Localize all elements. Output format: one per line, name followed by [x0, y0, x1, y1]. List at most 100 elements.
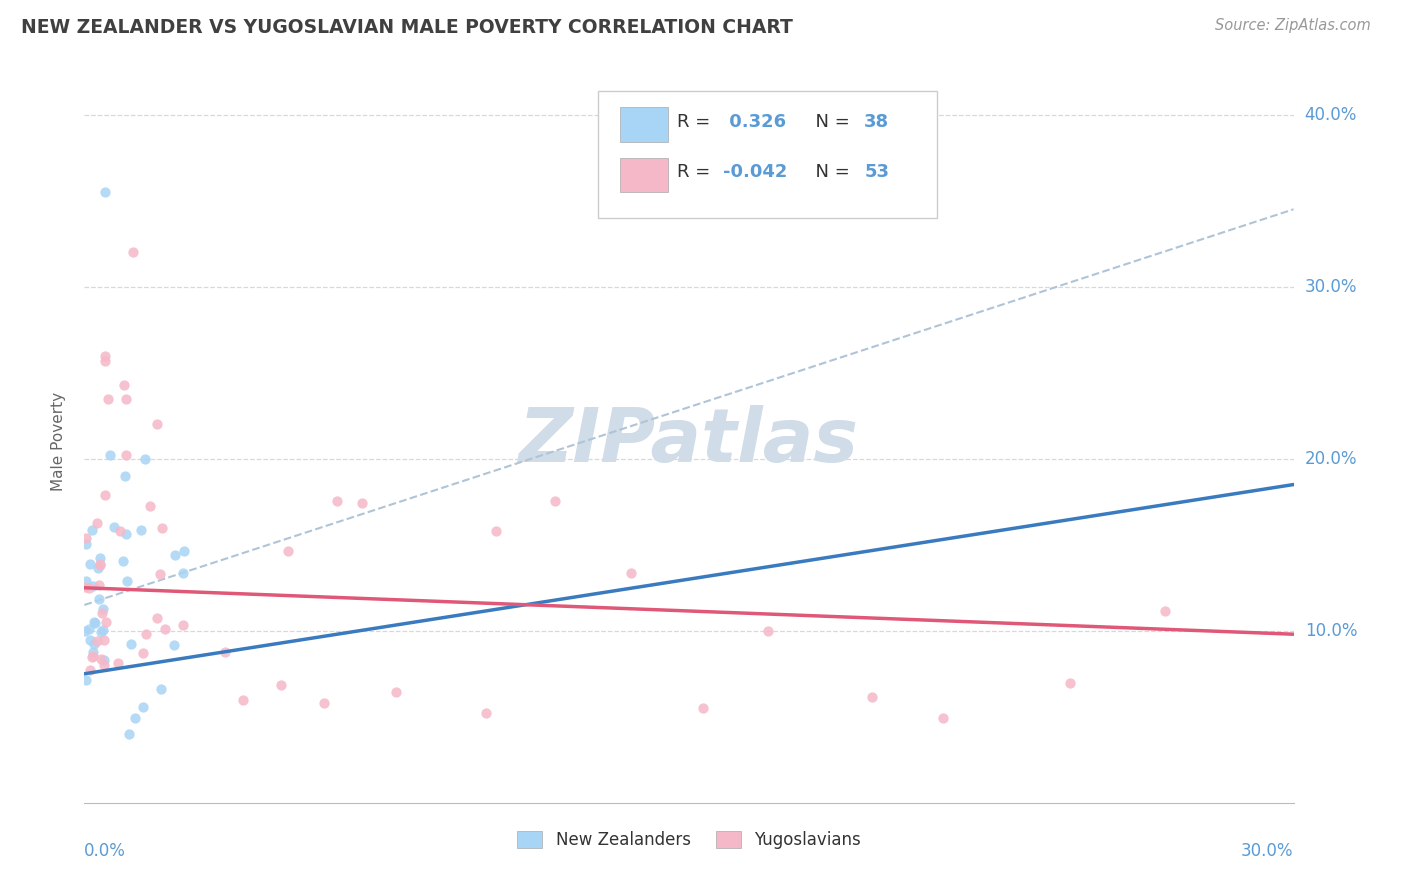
Point	[112, 554, 135, 568]
Point	[89, 558, 111, 572]
Point	[1154, 604, 1177, 618]
Text: 53: 53	[865, 163, 889, 181]
Text: 30.0%: 30.0%	[1241, 842, 1294, 860]
Point	[146, 417, 169, 432]
Point	[83, 637, 105, 651]
Text: NEW ZEALANDER VS YUGOSLAVIAN MALE POVERTY CORRELATION CHART: NEW ZEALANDER VS YUGOSLAVIAN MALE POVERT…	[21, 18, 793, 37]
Point	[114, 448, 136, 462]
Point	[121, 245, 143, 260]
Point	[89, 558, 111, 573]
Point	[80, 650, 103, 665]
Point	[620, 566, 643, 580]
Point	[277, 544, 299, 558]
Point	[134, 451, 156, 466]
Point	[93, 633, 115, 648]
Point	[82, 645, 104, 659]
Point	[121, 637, 143, 651]
Point	[77, 622, 100, 636]
Text: R =: R =	[676, 112, 716, 131]
Point	[270, 678, 292, 692]
Point	[485, 524, 508, 538]
Point	[93, 658, 115, 673]
Text: N =: N =	[804, 163, 855, 181]
Point	[91, 602, 114, 616]
Point	[77, 581, 100, 595]
Point	[83, 615, 105, 629]
Point	[115, 392, 138, 406]
Point	[90, 651, 112, 665]
Point	[150, 682, 173, 697]
Point	[97, 392, 120, 407]
Point	[114, 469, 136, 483]
Point	[75, 537, 97, 551]
Point	[932, 711, 955, 725]
Point	[79, 557, 101, 571]
Point	[131, 646, 153, 660]
Point	[163, 638, 186, 652]
Point	[87, 591, 110, 606]
Point	[385, 684, 408, 698]
Point	[543, 494, 565, 508]
Point	[73, 624, 96, 639]
Point	[82, 649, 104, 664]
Point	[326, 494, 349, 508]
Text: -0.042: -0.042	[723, 163, 787, 181]
Point	[75, 574, 97, 588]
Point	[96, 615, 118, 629]
Point	[107, 656, 129, 670]
Point	[103, 519, 125, 533]
Point	[129, 524, 152, 538]
Text: 38: 38	[865, 112, 890, 131]
Text: 30.0%: 30.0%	[1305, 277, 1357, 296]
Text: 0.0%: 0.0%	[84, 842, 127, 860]
Text: 10.0%: 10.0%	[1305, 622, 1357, 640]
Point	[474, 706, 496, 720]
Point	[87, 561, 110, 575]
Legend: New Zealanders, Yugoslavians: New Zealanders, Yugoslavians	[510, 824, 868, 856]
Point	[312, 696, 335, 710]
Point	[90, 606, 112, 620]
Point	[172, 617, 194, 632]
Y-axis label: Male Poverty: Male Poverty	[51, 392, 66, 491]
Point	[692, 700, 714, 714]
Point	[138, 499, 160, 513]
Point	[75, 673, 97, 687]
Point	[163, 548, 186, 562]
Text: 20.0%: 20.0%	[1305, 450, 1357, 467]
Point	[756, 624, 779, 638]
Point	[84, 616, 107, 631]
Point	[93, 653, 115, 667]
Text: R =: R =	[676, 163, 716, 181]
Point	[232, 692, 254, 706]
Point	[94, 488, 117, 502]
Point	[115, 574, 138, 588]
Point	[87, 577, 110, 591]
Text: 40.0%: 40.0%	[1305, 105, 1357, 124]
Point	[214, 645, 236, 659]
FancyBboxPatch shape	[599, 91, 936, 218]
Point	[79, 633, 101, 648]
Point	[98, 448, 121, 462]
Point	[108, 524, 131, 538]
Point	[1059, 676, 1081, 690]
Point	[80, 523, 103, 537]
Point	[89, 551, 111, 566]
Point	[132, 700, 155, 714]
Text: 0.326: 0.326	[723, 112, 786, 131]
Point	[146, 611, 169, 625]
Text: N =: N =	[804, 112, 855, 131]
Point	[173, 544, 195, 558]
Point	[118, 726, 141, 740]
Point	[350, 496, 373, 510]
Point	[93, 185, 115, 199]
Point	[860, 690, 883, 705]
FancyBboxPatch shape	[620, 158, 668, 193]
Text: Source: ZipAtlas.com: Source: ZipAtlas.com	[1215, 18, 1371, 33]
Point	[75, 580, 97, 594]
Point	[86, 516, 108, 530]
Point	[172, 566, 194, 581]
Point	[82, 579, 104, 593]
Point	[93, 349, 115, 363]
Point	[75, 531, 97, 545]
Point	[135, 627, 157, 641]
